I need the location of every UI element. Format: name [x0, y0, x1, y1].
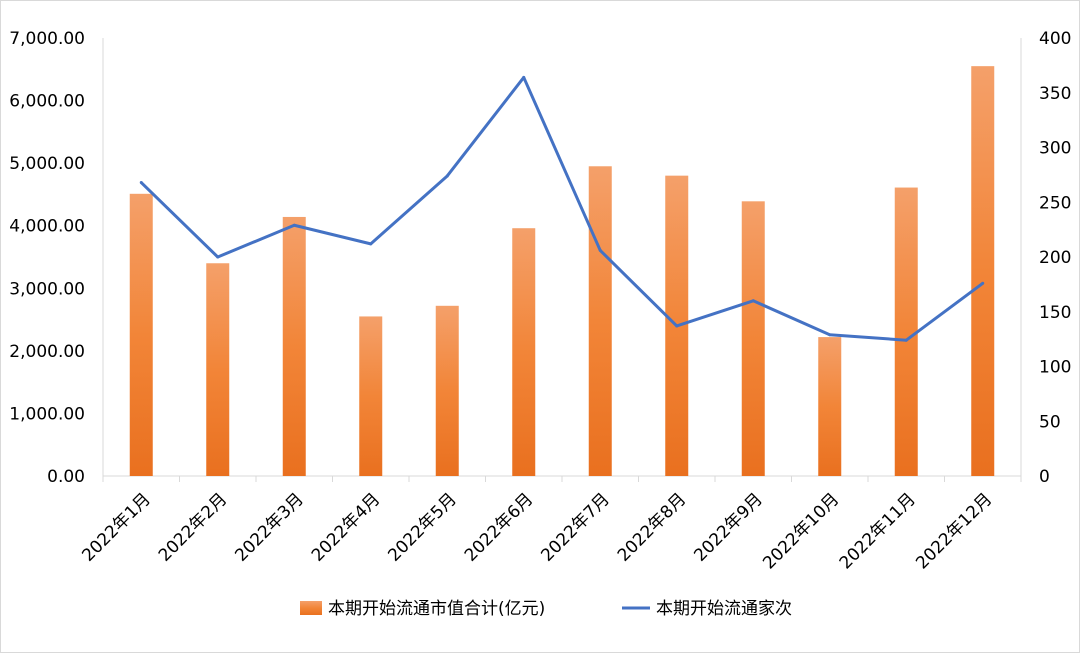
bar-market-value — [971, 66, 995, 477]
x-tick-label: 2022年12月 — [912, 489, 996, 573]
x-tick-label: 2022年9月 — [690, 489, 766, 565]
bar-market-value — [512, 228, 536, 476]
x-tick-label: 2022年8月 — [614, 489, 690, 565]
y-left-tick-label: 3,000.00 — [9, 279, 85, 299]
y-right-tick-label: 300 — [1039, 139, 1071, 159]
bar-market-value — [282, 216, 306, 476]
line-point — [292, 223, 296, 227]
x-tick-label: 2022年1月 — [78, 489, 154, 565]
y-left-tick-label: 1,000.00 — [9, 404, 85, 424]
y-right-tick-label: 350 — [1039, 84, 1071, 104]
x-tick-label: 2022年6月 — [461, 489, 537, 565]
line-point — [598, 248, 602, 252]
legend-swatch-bar — [300, 601, 322, 615]
y-right-tick-label: 250 — [1039, 193, 1071, 213]
legend-label-line: 本期开始流通家次 — [656, 599, 792, 619]
y-right-tick-label: 200 — [1039, 248, 1071, 268]
line-point — [904, 338, 908, 342]
x-tick-label: 2022年11月 — [836, 489, 920, 573]
x-tick-label: 2022年7月 — [537, 489, 613, 565]
line-point — [216, 255, 220, 259]
y-left-tick-label: 4,000.00 — [9, 217, 85, 237]
bar-market-value — [588, 166, 612, 476]
line-point — [751, 299, 755, 303]
y-right-tick-label: 400 — [1039, 29, 1071, 49]
y-right-tick-label: 0 — [1039, 467, 1050, 487]
y-left-tick-label: 5,000.00 — [9, 154, 85, 174]
y-left-tick-label: 0.00 — [47, 467, 85, 487]
bar-market-value — [206, 263, 230, 476]
line-point — [522, 75, 526, 79]
bar-market-value — [741, 201, 765, 476]
y-left-tick-label: 6,000.00 — [9, 92, 85, 112]
x-tick-label: 2022年3月 — [231, 489, 307, 565]
bar-market-value — [129, 193, 153, 476]
y-right-tick-label: 100 — [1039, 358, 1071, 378]
y-left-tick-label: 7,000.00 — [9, 29, 85, 49]
bar-market-value — [894, 187, 918, 476]
line-point — [139, 181, 143, 185]
line-point — [445, 174, 449, 178]
x-tick-label: 2022年5月 — [384, 489, 460, 565]
line-listing-count — [140, 75, 984, 342]
x-tick-label: 2022年10月 — [759, 489, 843, 573]
y-right-tick-label: 50 — [1039, 412, 1061, 432]
legend-label-bar: 本期开始流通市值合计(亿元) — [328, 599, 545, 619]
y-left-tick-label: 2,000.00 — [9, 342, 85, 362]
x-tick-label: 2022年2月 — [155, 489, 231, 565]
bar-market-value — [818, 337, 842, 476]
line-point — [369, 242, 373, 246]
bar-market-value — [435, 305, 459, 476]
line-point — [828, 333, 832, 337]
line-point — [675, 324, 679, 328]
bar-market-value — [359, 316, 383, 476]
y-right-tick-label: 150 — [1039, 303, 1071, 323]
x-tick-label: 2022年4月 — [308, 489, 384, 565]
line-point — [981, 281, 985, 285]
